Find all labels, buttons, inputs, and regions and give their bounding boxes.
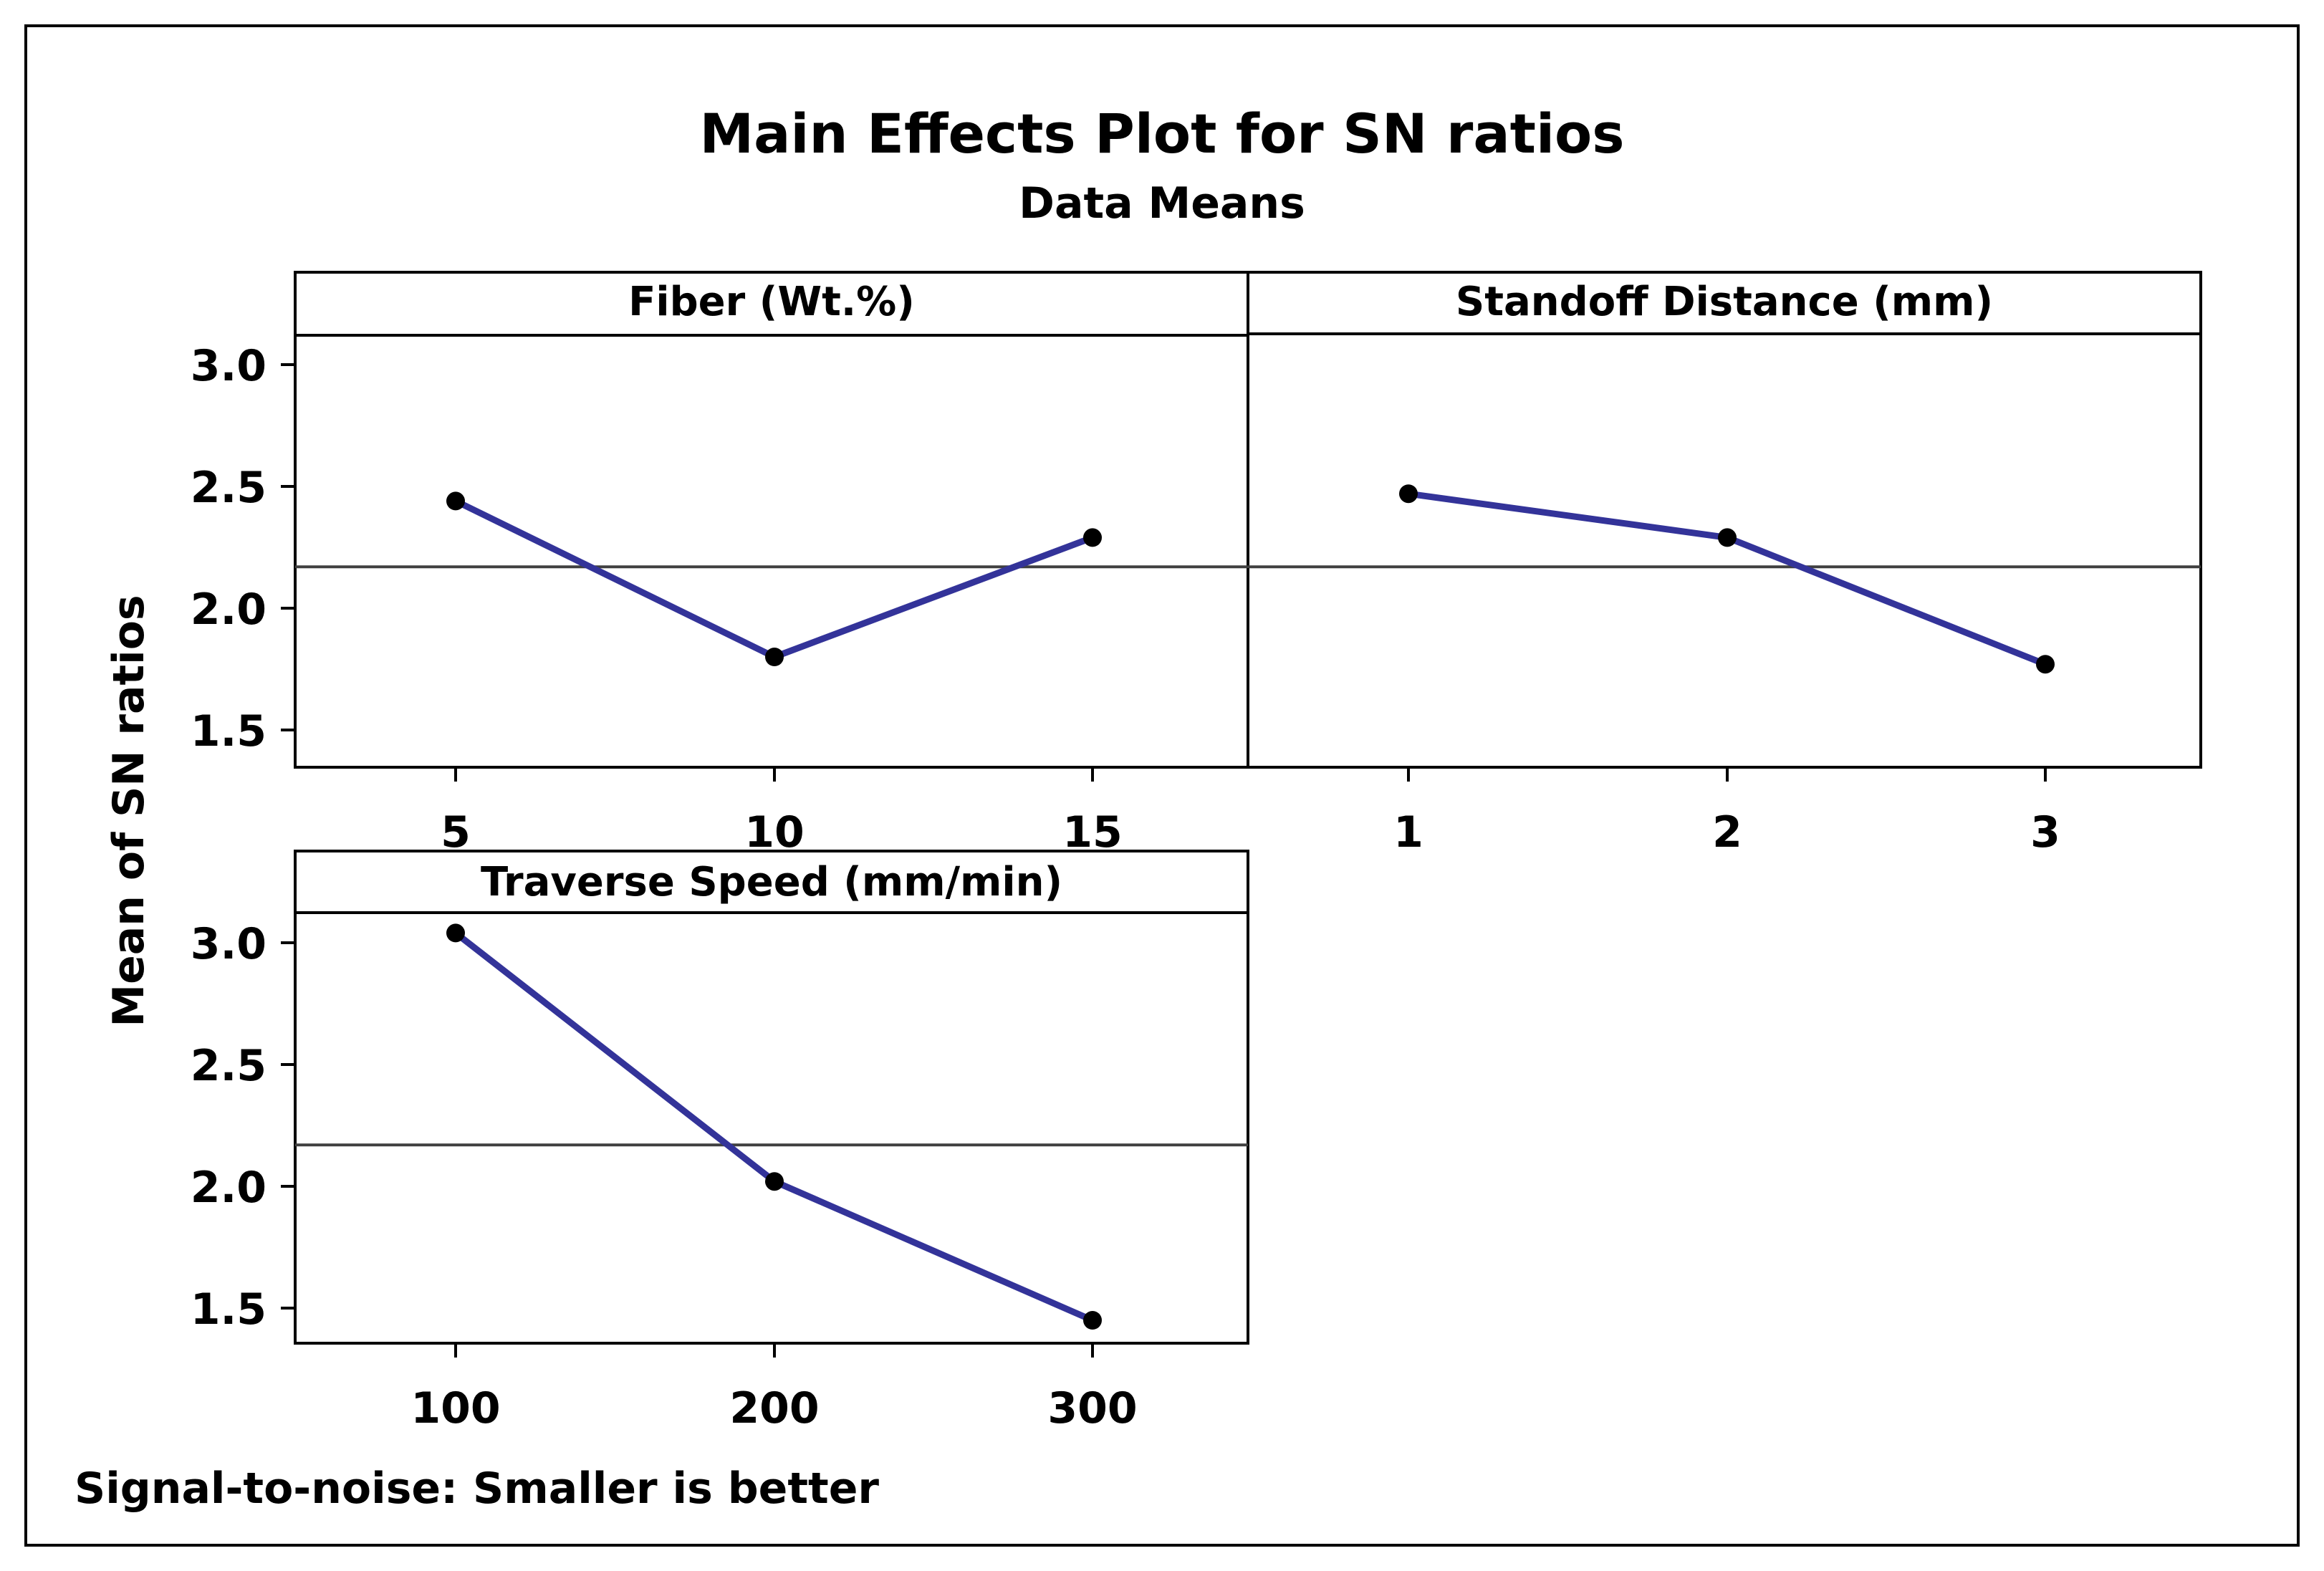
chart-title: Main Effects Plot for SN ratios [700,102,1625,165]
panel-title: Fiber (Wt.%) [628,279,915,325]
y-tick-label: 2.5 [191,1041,267,1091]
y-tick-label: 2.0 [191,1163,267,1213]
series-line [453,930,1094,1324]
y-tick-label: 1.5 [191,706,267,756]
x-tick-label: 200 [729,1383,819,1433]
chart-marks: 3.0 2.5 2.0 1.5 5 10 15 1 2 3 3.0 2.5 2.0 1.5 100 200 30… [191,341,2201,1433]
y-axis-label: Mean of SN ratios [104,595,154,1027]
x-tick-label: 100 [410,1383,500,1433]
series-line [454,498,1094,660]
x-tick-label: 10 [744,807,805,857]
y-tick-label: 3.0 [191,919,267,969]
chart-subtitle: Data Means [1019,178,1305,229]
y-tick-label: 2.5 [191,463,267,513]
data-point [1718,528,1737,547]
panel-standoff-distance: Standoff Distance (mm) [1247,271,2202,769]
x-tick-label: 2 [1712,807,1742,857]
x-tick-label: 300 [1047,1383,1137,1433]
x-tick-label: 5 [441,807,471,857]
panel-traverse-speed: Traverse Speed (mm/min) [294,850,1249,1345]
data-point [1083,528,1102,547]
data-point [446,923,465,943]
outer-border [24,24,2300,1547]
y-tick-label: 3.0 [191,341,267,391]
data-point [1399,484,1418,504]
x-tick-label: 1 [1393,807,1423,857]
x-tick-label: 15 [1062,807,1123,857]
data-point [1083,1311,1102,1330]
data-point [765,648,784,666]
panel-frame [294,271,1249,769]
y-tick-label: 1.5 [191,1284,267,1335]
panel-title: Standoff Distance (mm) [1456,279,1993,325]
data-point [446,491,465,511]
panel-frame [1247,271,2202,769]
y-tick-label: 2.0 [191,585,267,635]
footnote: Signal-to-noise: Smaller is better [75,1464,879,1514]
data-point [765,1172,784,1191]
panel-frame [294,850,1249,1345]
data-point [2036,655,2055,674]
series-line [1408,490,2047,668]
panel-title: Traverse Speed (mm/min) [481,859,1062,905]
panel-fiber: Fiber (Wt.%) [294,271,1249,769]
x-tick-label: 3 [2030,807,2060,857]
